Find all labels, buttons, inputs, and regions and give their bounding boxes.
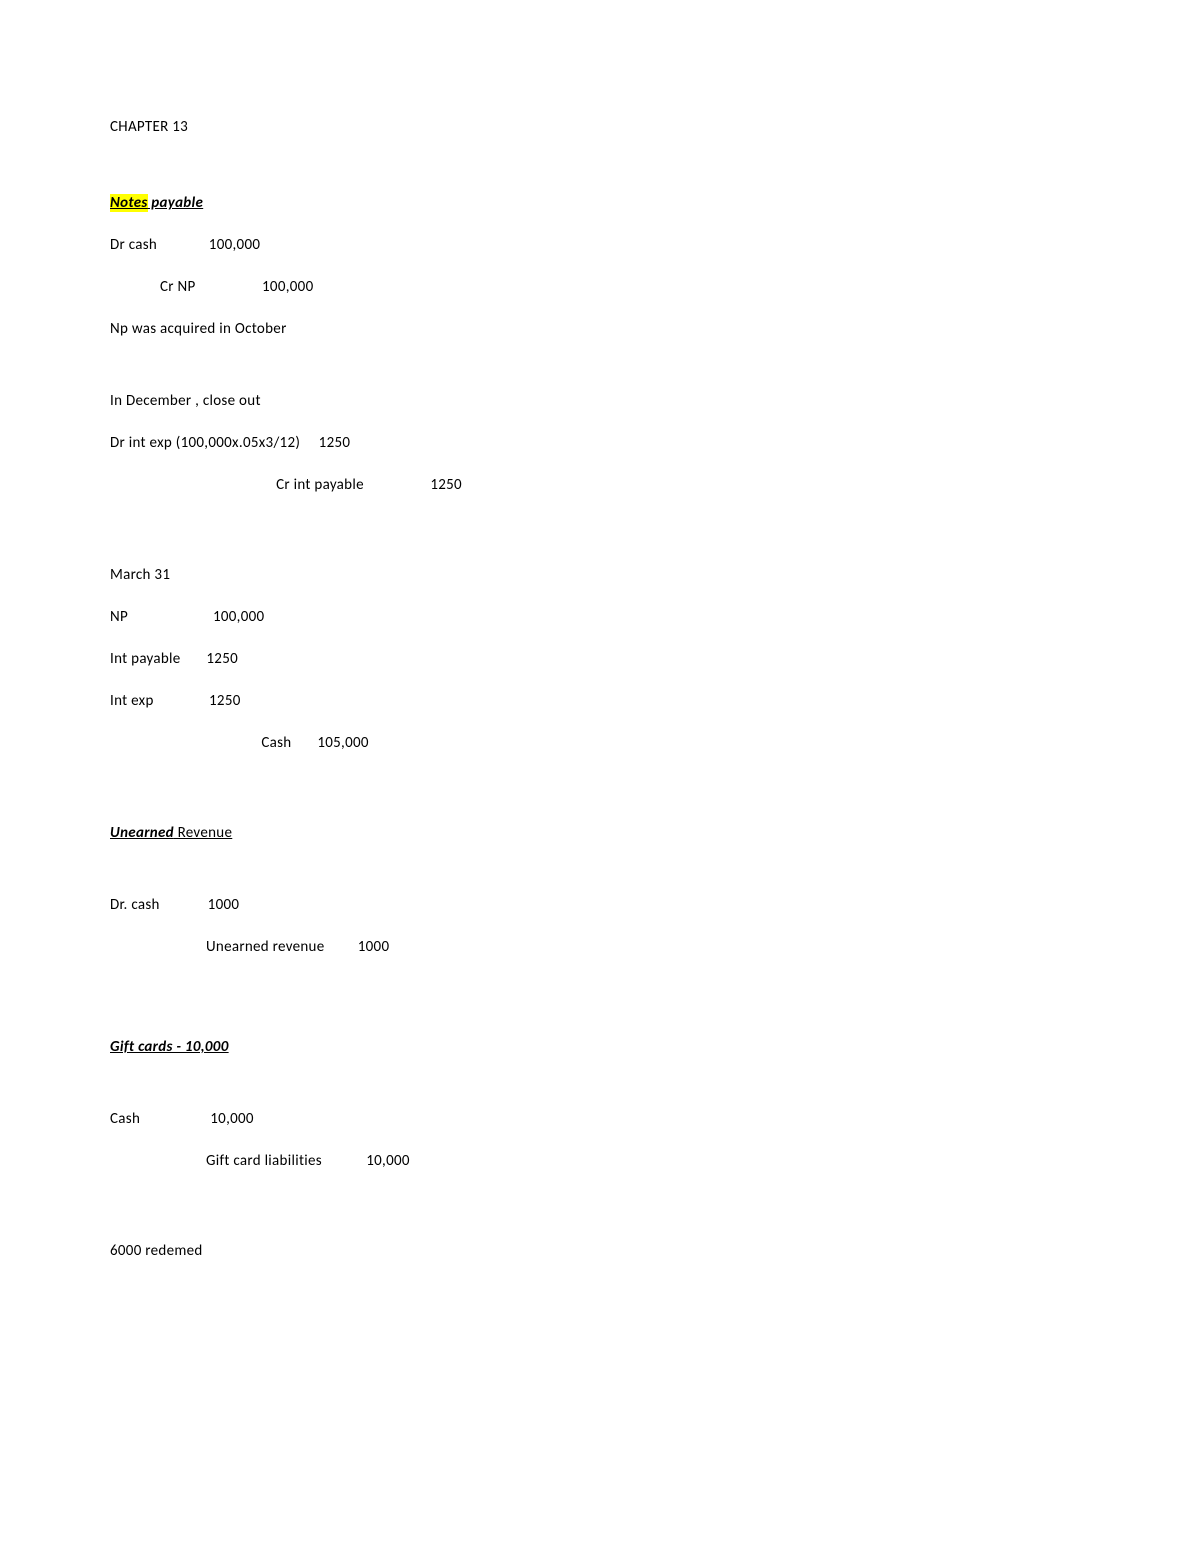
entry-line: Cr NP 100,000 bbox=[110, 278, 1090, 296]
section-unearned-revenue-heading: Unearned Revenue bbox=[110, 824, 1090, 842]
cr-np-amount: 100,000 bbox=[262, 278, 313, 296]
notes-highlight: Notes bbox=[110, 194, 148, 212]
cash-amount: 105,000 bbox=[317, 734, 368, 752]
unearned-rev-label: Unearned revenue bbox=[206, 938, 325, 956]
entry-line: Unearned revenue 1000 bbox=[110, 938, 1090, 956]
cr-int-payable-amount: 1250 bbox=[430, 476, 462, 494]
dr-int-exp-amount: 1250 bbox=[319, 434, 351, 452]
chapter-title: CHAPTER 13 bbox=[110, 118, 1090, 136]
dr-cash-label: Dr cash bbox=[110, 236, 157, 254]
dr-cash-amount: 100,000 bbox=[209, 236, 260, 254]
cr-np-label: Cr NP bbox=[160, 278, 196, 296]
unearned-rev-amount: 1000 bbox=[358, 938, 390, 956]
dr-int-exp-label: Dr int exp (100,000x.05x3/12) bbox=[110, 434, 300, 452]
entry-line: Gift card liabilities 10,000 bbox=[110, 1152, 1090, 1170]
np-label: NP bbox=[110, 608, 128, 626]
int-exp-amount: 1250 bbox=[209, 692, 241, 710]
cash3-label: Cash bbox=[110, 1110, 140, 1128]
entry-line: Dr. cash 1000 bbox=[110, 896, 1090, 914]
entry-line: Cash 105,000 bbox=[110, 734, 1090, 752]
payable-text: payable bbox=[148, 194, 204, 212]
cr-int-payable-label: Cr int payable bbox=[276, 476, 364, 494]
entry-line: Int exp 1250 bbox=[110, 692, 1090, 710]
dr-cash2-label: Dr. cash bbox=[110, 896, 160, 914]
entry-line: Int payable 1250 bbox=[110, 650, 1090, 668]
revenue-text: Revenue bbox=[174, 824, 232, 842]
entry-line: Cash 10,000 bbox=[110, 1110, 1090, 1128]
int-exp-label: Int exp bbox=[110, 692, 154, 710]
date-line: March 31 bbox=[110, 566, 1090, 584]
gift-card-liab-amount: 10,000 bbox=[366, 1152, 410, 1170]
cash3-amount: 10,000 bbox=[210, 1110, 254, 1128]
note-line: Np was acquired in October bbox=[110, 320, 1090, 338]
entry-line: Cr int payable 1250 bbox=[110, 476, 1090, 494]
note-line: In December , close out bbox=[110, 392, 1090, 410]
int-payable-amount: 1250 bbox=[206, 650, 238, 668]
cash-label: Cash bbox=[261, 734, 291, 752]
dr-cash2-amount: 1000 bbox=[208, 896, 240, 914]
np-amount: 100,000 bbox=[213, 608, 264, 626]
section-notes-payable-heading: Notes payable bbox=[110, 194, 1090, 212]
gift-card-liab-label: Gift card liabilities bbox=[206, 1152, 322, 1170]
entry-line: Dr int exp (100,000x.05x3/12) 1250 bbox=[110, 434, 1090, 452]
section-gift-cards-heading: Gift cards - 10,000 bbox=[110, 1038, 1090, 1056]
int-payable-label: Int payable bbox=[110, 650, 181, 668]
note-line: 6000 redemed bbox=[110, 1242, 1090, 1260]
entry-line: Dr cash 100,000 bbox=[110, 236, 1090, 254]
entry-line: NP 100,000 bbox=[110, 608, 1090, 626]
unearned-text: Unearned bbox=[110, 824, 174, 842]
